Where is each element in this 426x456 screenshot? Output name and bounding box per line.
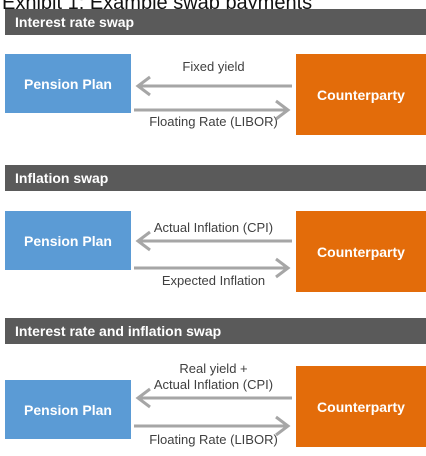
counterparty-box: Counterparty — [296, 211, 426, 292]
arrow-left-icon — [135, 230, 292, 252]
arrow-left-icon — [135, 75, 292, 97]
arrow-right-icon — [134, 257, 291, 279]
section-heading-interest-rate-swap: Interest rate swap — [5, 9, 426, 35]
arrow-right-icon — [134, 415, 291, 437]
arrow-right-icon — [134, 99, 291, 121]
arrow-left-icon — [135, 387, 292, 409]
expected-inflation-label: Expected Inflation — [161, 273, 266, 288]
actual-inflation-label: Actual Inflation (CPI) — [153, 220, 274, 235]
counterparty-box: Counterparty — [296, 366, 426, 447]
fixed-yield-label: Fixed yield — [182, 59, 245, 74]
pension-plan-box: Pension Plan — [5, 54, 131, 113]
section-heading-interest-and-inflation-swap: Interest rate and inflation swap — [5, 318, 426, 344]
pension-plan-box: Pension Plan — [5, 380, 131, 439]
section-heading-inflation-swap: Inflation swap — [5, 165, 426, 191]
pension-plan-box: Pension Plan — [5, 211, 131, 270]
floating-rate-label: Floating Rate (LIBOR) — [149, 114, 278, 129]
counterparty-box: Counterparty — [296, 54, 426, 135]
floating-rate-label: Floating Rate (LIBOR) — [149, 432, 278, 447]
real-yield-label: Real yield + — [179, 361, 248, 376]
actual-inflation-label: Actual Inflation (CPI) — [153, 377, 274, 392]
